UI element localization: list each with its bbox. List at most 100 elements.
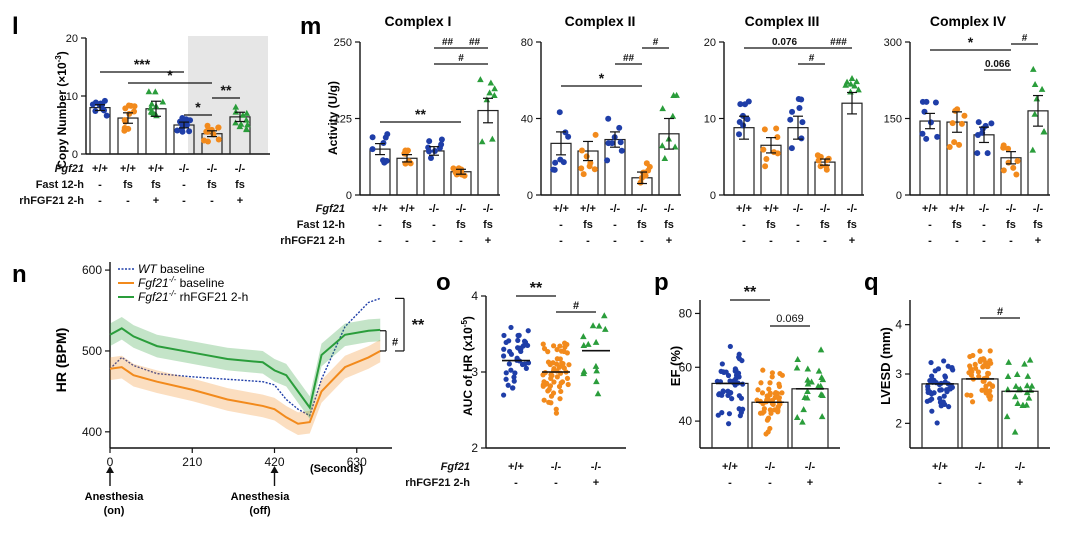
q-point [950, 367, 956, 373]
l-point [125, 102, 132, 109]
m3-point [789, 108, 796, 115]
q-point [968, 392, 974, 398]
l-row-value: - [98, 179, 102, 191]
o-point [522, 361, 528, 367]
o-point [553, 410, 560, 416]
p-point [804, 376, 811, 383]
m2-point [646, 163, 653, 170]
m1-point [438, 141, 445, 148]
l-row-label: Fgf21 [55, 163, 84, 175]
m4-row-value: +/+ [949, 203, 965, 215]
p-point [737, 413, 743, 419]
n-series-ko [109, 350, 381, 425]
q-point [1019, 402, 1027, 409]
q-point [945, 363, 951, 369]
complex-i-title: Complex I [385, 13, 452, 29]
complex-iv-title: Complex IV [930, 13, 1007, 29]
m1-row-value: -/- [483, 203, 494, 215]
m2-row-value: - [559, 219, 563, 231]
m3-point [760, 146, 767, 153]
q-point [979, 387, 985, 393]
m1-sig-3: # [458, 53, 464, 64]
p-point [772, 391, 779, 397]
o-row-label-1: Fgf21 [441, 461, 470, 473]
panel-label-q: q [864, 269, 879, 296]
m3-point [817, 163, 824, 170]
m4-point [1013, 171, 1020, 178]
o-point [562, 340, 568, 346]
p-point [804, 387, 811, 394]
l-row-value: + [237, 195, 243, 207]
p-point [815, 367, 823, 374]
l-point [184, 121, 191, 128]
p-point [729, 396, 735, 402]
p-point [769, 370, 776, 376]
o-point [511, 378, 517, 384]
m2-point [661, 154, 669, 161]
o-point [559, 362, 565, 368]
m3-point [795, 95, 802, 102]
m4-row-value: - [982, 235, 986, 247]
m3-point [814, 152, 821, 159]
panel-label-m: m [300, 13, 321, 40]
m2-ytick-label: 40 [521, 114, 533, 126]
m4-ytick-label: 300 [884, 37, 902, 49]
m3-row-value: - [742, 219, 746, 231]
m4-point [1031, 80, 1039, 87]
q-point [1026, 356, 1034, 363]
l-sig-4: ** [221, 82, 232, 98]
m3-sig-3: # [809, 53, 815, 64]
n-xlabel: (Seconds) [310, 463, 364, 475]
m2-point [618, 147, 625, 154]
q-point [1011, 428, 1019, 435]
m2-row-value: - [613, 219, 617, 231]
q-point [1021, 360, 1028, 367]
m3-point [796, 104, 803, 111]
p-point [764, 393, 770, 399]
m3-point [842, 81, 849, 88]
m4-point [927, 119, 934, 126]
o-point [506, 338, 512, 344]
o-point [554, 346, 560, 353]
p-ylabel: EF (%) [668, 346, 683, 386]
m3-ytick-label: 20 [704, 37, 716, 49]
p-point [818, 413, 826, 420]
q-row-value: -/- [1015, 461, 1026, 473]
q-ytick-label: 2 [895, 416, 902, 430]
o-point [558, 388, 564, 395]
l-point [174, 127, 181, 134]
q-point [977, 348, 983, 354]
p-point [775, 409, 781, 415]
o-point [518, 345, 524, 352]
q-point [987, 393, 994, 399]
o-point [554, 374, 560, 380]
m1-row-value: +/+ [399, 203, 415, 215]
q-point [972, 365, 979, 371]
l-row-value: - [98, 195, 102, 207]
p-point [738, 395, 745, 401]
m1-point [369, 146, 376, 153]
l-point [89, 101, 96, 108]
p-point [719, 410, 725, 416]
p-point [758, 380, 764, 386]
q-point [938, 403, 944, 409]
m4-row-value: - [982, 219, 986, 231]
m3-point [736, 119, 743, 126]
m4-point [949, 120, 956, 127]
m2-ytick-label: 80 [521, 37, 533, 49]
q-ytick-label: 4 [895, 318, 902, 332]
m3-row-value: - [796, 235, 800, 247]
o-point [541, 346, 548, 352]
m3-point [742, 101, 749, 108]
p-point [776, 395, 782, 401]
q-point [977, 357, 983, 363]
m3-bar [841, 102, 863, 196]
m2-sig-3: * [599, 70, 605, 86]
m4-row-value: - [928, 219, 932, 231]
m3-point [855, 86, 862, 93]
l-point [145, 88, 153, 95]
q-point [1025, 394, 1033, 401]
p-point [800, 406, 807, 413]
l-point [215, 124, 222, 131]
l-point [131, 103, 138, 110]
